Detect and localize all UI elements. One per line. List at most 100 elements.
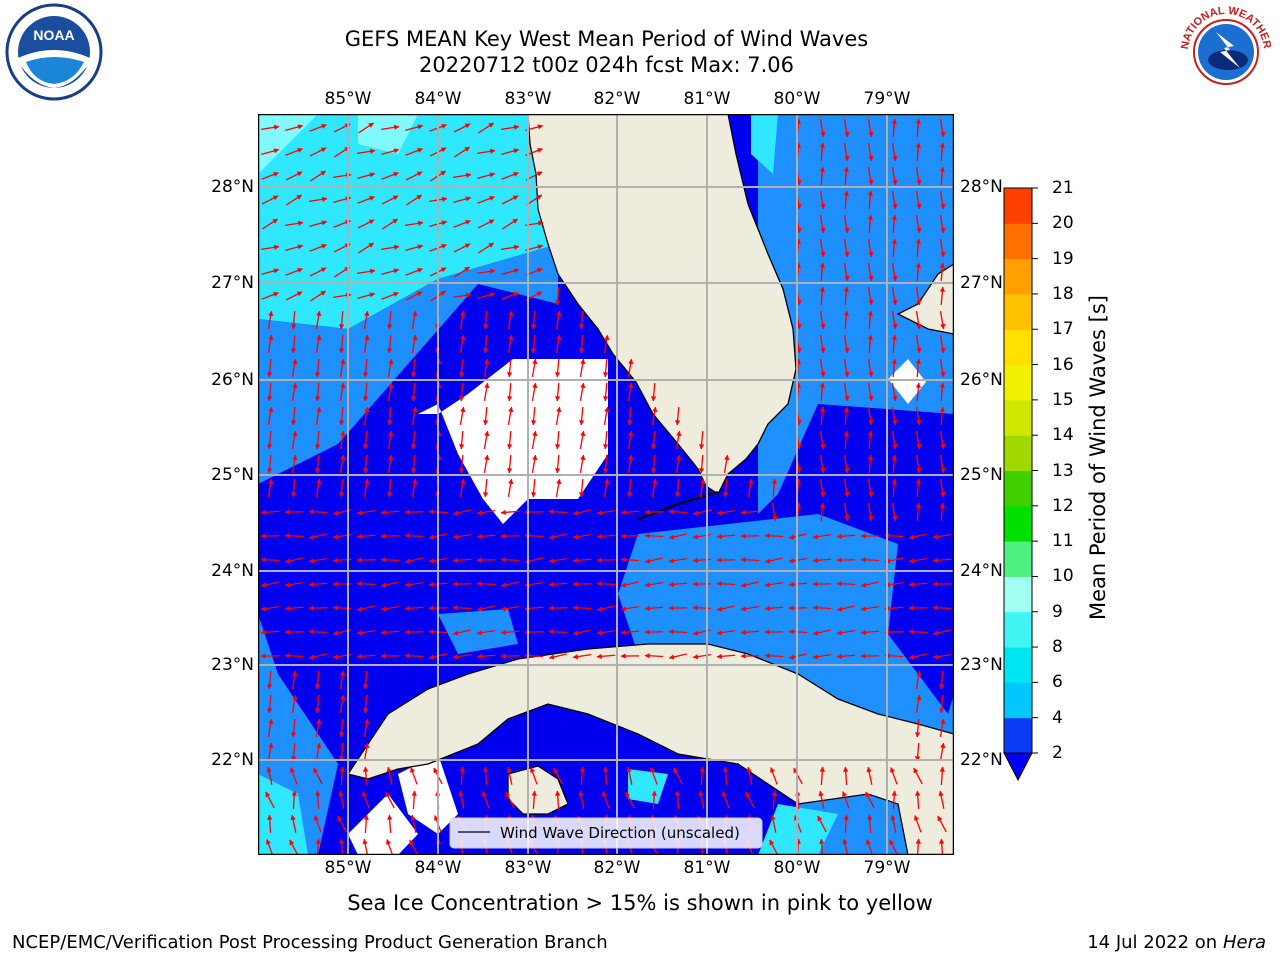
wave-direction-arrow <box>452 629 471 636</box>
wave-period-zone-6 <box>258 114 558 329</box>
wave-direction-arrow <box>381 292 399 300</box>
wave-direction-arrow <box>819 502 825 522</box>
wave-direction-arrow <box>812 653 831 660</box>
wave-direction-arrow <box>411 790 417 810</box>
wave-direction-arrow <box>363 718 370 737</box>
wave-direction-arrow <box>548 533 567 540</box>
wave-direction-arrow <box>865 791 875 809</box>
wave-direction-arrow <box>315 454 321 474</box>
wave-direction-arrow <box>380 629 400 635</box>
wave-direction-arrow <box>843 455 850 474</box>
wave-direction-arrow <box>476 653 496 659</box>
wave-direction-arrow <box>505 791 515 809</box>
wave-direction-arrow <box>405 220 424 227</box>
wave-direction-arrow <box>506 766 513 785</box>
wave-direction-arrow <box>812 605 832 611</box>
wave-direction-arrow <box>889 839 899 855</box>
wave-direction-arrow <box>284 653 304 659</box>
graticule <box>258 114 954 855</box>
colorbar-tick-label: 20 <box>1052 213 1074 234</box>
cuba-land <box>346 643 954 855</box>
colorbar-segment <box>1004 329 1032 366</box>
wave-direction-arrow <box>771 503 778 522</box>
wave-direction-arrow <box>452 605 472 611</box>
wave-direction-arrow <box>939 119 946 138</box>
wave-direction-arrow <box>315 670 321 690</box>
wave-direction-arrow <box>531 478 537 498</box>
map-legend: Wind Wave Direction (unscaled) <box>449 817 763 849</box>
wave-direction-arrow <box>531 790 537 810</box>
wave-direction-arrow <box>261 148 280 155</box>
wave-direction-arrow <box>627 358 634 377</box>
colorbar-label: Mean Period of Wind Waves [s] <box>1086 295 1110 620</box>
wave-direction-arrow <box>884 557 903 564</box>
wave-direction-arrow <box>290 767 298 785</box>
wave-direction-arrow <box>382 218 398 230</box>
colorbar-segment <box>1004 223 1032 260</box>
wave-direction-arrow <box>675 454 682 473</box>
wave-direction-arrow <box>501 292 519 300</box>
wave-direction-arrow <box>596 605 615 612</box>
wave-direction-arrow <box>453 220 471 228</box>
wave-direction-arrow <box>356 509 375 516</box>
wave-direction-arrow <box>261 244 280 251</box>
wave-direction-arrow <box>819 382 825 402</box>
wave-direction-arrow <box>891 358 897 378</box>
wave-direction-arrow <box>261 292 279 300</box>
wave-direction-arrow <box>507 478 514 497</box>
lon-label-top: 80°W <box>773 89 821 109</box>
wave-direction-arrow <box>843 814 849 834</box>
wave-direction-arrow <box>452 533 471 540</box>
wave-direction-arrow <box>291 718 297 738</box>
wave-direction-arrow <box>452 557 472 563</box>
wave-direction-arrow <box>603 478 610 497</box>
wave-direction-arrow <box>939 694 945 714</box>
wave-direction-arrow <box>267 742 274 761</box>
wave-direction-arrow <box>891 431 898 450</box>
colorbar-tick-label: 13 <box>1052 460 1074 481</box>
wave-direction-arrow <box>722 791 730 809</box>
wave-direction-arrow <box>363 430 369 450</box>
wave-direction-arrow <box>579 430 586 449</box>
wave-direction-arrow <box>483 334 489 354</box>
map-plot: Wind Wave Direction (unscaled) <box>258 114 954 855</box>
colorbar-tick-label: 4 <box>1052 707 1063 728</box>
wave-direction-arrow <box>477 172 496 179</box>
wave-direction-arrow <box>267 694 273 714</box>
wave-direction-arrow <box>891 383 898 402</box>
wave-direction-arrow <box>572 629 591 636</box>
colorbar-segment <box>1004 541 1032 577</box>
wave-direction-arrow <box>315 430 321 450</box>
wave-direction-arrow <box>939 455 946 474</box>
wave-direction-arrow <box>572 605 592 611</box>
wave-direction-arrow <box>357 148 376 155</box>
wave-direction-arrow <box>405 124 424 131</box>
wave-direction-arrow <box>406 194 422 206</box>
wave-direction-arrow <box>314 815 322 833</box>
wave-direction-arrow <box>843 166 849 186</box>
wave-direction-arrow <box>266 766 273 785</box>
wave-direction-arrow <box>357 268 376 275</box>
wave-direction-arrow <box>476 629 495 636</box>
colorbar-tick-label: 9 <box>1052 601 1063 622</box>
wave-direction-arrow <box>555 430 561 450</box>
wave-direction-arrow <box>387 430 394 449</box>
wave-direction-arrow <box>627 406 633 426</box>
wave-direction-arrow <box>843 215 850 234</box>
wave-direction-arrow <box>675 478 681 498</box>
colorbar-segment <box>1004 364 1032 401</box>
wave-direction-arrow <box>404 581 423 588</box>
wave-direction-arrow <box>405 291 423 301</box>
wave-direction-arrow <box>459 766 465 786</box>
wave-direction-arrow <box>644 581 663 588</box>
wave-direction-arrow <box>723 454 730 473</box>
wave-direction-arrow <box>626 766 633 785</box>
wave-direction-arrow <box>867 143 874 162</box>
wave-direction-arrow <box>939 335 946 354</box>
wave-direction-arrow <box>698 790 705 809</box>
wave-direction-arrow <box>579 766 585 786</box>
wave-direction-arrow <box>572 557 592 563</box>
wave-direction-arrow <box>380 581 399 588</box>
wave-direction-arrow <box>596 509 615 516</box>
wave-direction-arrow <box>908 533 927 540</box>
